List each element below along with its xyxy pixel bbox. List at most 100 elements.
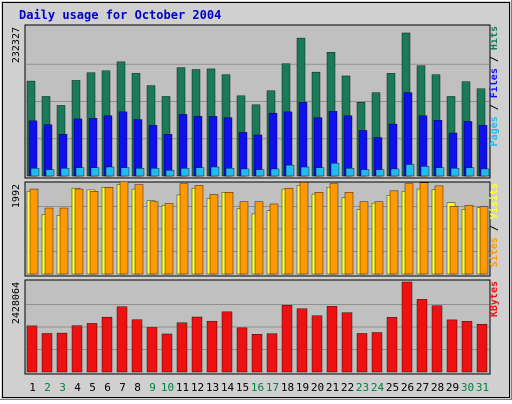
bar-pages: [60, 168, 70, 177]
bar-pages: [30, 168, 40, 177]
bar-files: [73, 118, 83, 177]
bar-files: [358, 130, 368, 177]
legend-item: Visits: [488, 183, 500, 219]
bar-sites: [284, 187, 294, 275]
bar-files: [178, 114, 188, 177]
bar-kbytes: [236, 327, 248, 373]
x-tick-label: 20: [311, 381, 324, 394]
bar-kbytes: [341, 312, 353, 373]
bar-sites: [224, 192, 234, 275]
chart-title: Daily usage for October 2004: [19, 8, 221, 22]
bar-pages: [480, 168, 490, 177]
bar-pages: [195, 167, 205, 177]
bar-files: [223, 117, 233, 177]
bar-kbytes: [311, 315, 323, 373]
x-tick-label: 19: [296, 381, 309, 394]
bar-pages: [315, 167, 325, 177]
legend-item: /: [489, 219, 500, 237]
bar-pages: [240, 168, 250, 177]
bar-sites: [119, 181, 129, 275]
bar-sites: [74, 188, 84, 275]
x-tick-label: 10: [161, 381, 174, 394]
bar-kbytes: [86, 323, 98, 373]
x-tick-label: 25: [386, 381, 399, 394]
bar-kbytes: [131, 319, 143, 373]
bar-pages: [345, 168, 355, 177]
bar-pages: [135, 168, 145, 177]
bar-kbytes: [356, 333, 368, 373]
x-tick-label: 9: [149, 381, 156, 394]
bar-sites: [464, 205, 474, 275]
bar-pages: [360, 169, 370, 177]
bar-sites: [239, 201, 249, 275]
bar-sites: [269, 203, 279, 275]
x-tick-label: 18: [281, 381, 294, 394]
x-tick-label: 11: [176, 381, 189, 394]
bar-kbytes: [221, 311, 233, 373]
y-axis-max-label: 232327: [11, 27, 22, 63]
x-axis-labels: 1 2 3 4 5 6 7 8 9 10 11 12 13 14 15 16 17 18 19 20 21 22 23 24 2…: [29, 381, 489, 394]
bar-sites: [389, 190, 399, 275]
legend-item: Pages: [489, 116, 500, 146]
bar-kbytes: [416, 299, 428, 373]
bar-sites: [89, 191, 99, 275]
bar-pages: [105, 166, 115, 177]
x-tick-label: 21: [326, 381, 339, 394]
bar-sites: [419, 182, 429, 275]
bar-kbytes: [281, 305, 293, 373]
bar-sites: [29, 188, 39, 275]
legend: Pages / Files / Hits: [488, 26, 500, 146]
bar-pages: [450, 168, 460, 177]
legend-item: Sites: [488, 237, 500, 267]
bar-kbytes: [431, 305, 443, 373]
bar-sites: [359, 201, 369, 275]
bar-pages: [165, 170, 175, 177]
bar-sites: [59, 207, 69, 275]
bar-kbytes: [41, 333, 53, 373]
bar-sites: [449, 206, 459, 275]
x-tick-label: 13: [206, 381, 219, 394]
bar-kbytes: [56, 332, 68, 373]
bar-kbytes: [26, 325, 38, 373]
x-tick-label: 28: [431, 381, 444, 394]
bar-sites: [104, 187, 114, 275]
bar-files: [313, 117, 323, 177]
bar-kbytes: [296, 308, 308, 373]
x-tick-label: 16: [251, 381, 264, 394]
bar-sites: [254, 201, 264, 275]
x-tick-label: 8: [134, 381, 141, 394]
bar-kbytes: [101, 316, 113, 373]
bar-kbytes: [401, 281, 413, 373]
bar-pages: [225, 168, 235, 177]
bar-sites: [374, 201, 384, 275]
bar-pages: [330, 162, 340, 177]
x-tick-label: 12: [191, 381, 204, 394]
bar-sites: [329, 183, 339, 275]
x-tick-label: 3: [59, 381, 66, 394]
bar-pages: [435, 167, 445, 177]
legend-item: Hits: [488, 26, 500, 50]
legend: KBytes: [489, 281, 500, 317]
bar-sites: [209, 194, 219, 275]
x-tick-label: 23: [356, 381, 369, 394]
x-tick-label: 29: [446, 381, 459, 394]
x-tick-label: 6: [104, 381, 111, 394]
bar-files: [193, 116, 203, 177]
bar-kbytes: [446, 319, 458, 373]
bar-pages: [180, 168, 190, 177]
bar-kbytes: [326, 306, 338, 373]
bar-pages: [285, 164, 295, 177]
panel-kbytes: 2428064 KBytes: [11, 279, 500, 375]
legend: Sites / Visits: [488, 183, 500, 267]
x-tick-label: 1: [29, 381, 36, 394]
bar-files: [133, 119, 143, 177]
bar-pages: [375, 169, 385, 177]
x-tick-label: 27: [416, 381, 429, 394]
bar-sites: [344, 192, 354, 275]
bar-sites: [314, 192, 324, 275]
legend-item: KBytes: [489, 281, 500, 317]
bar-pages: [390, 168, 400, 177]
bar-kbytes: [161, 333, 173, 373]
